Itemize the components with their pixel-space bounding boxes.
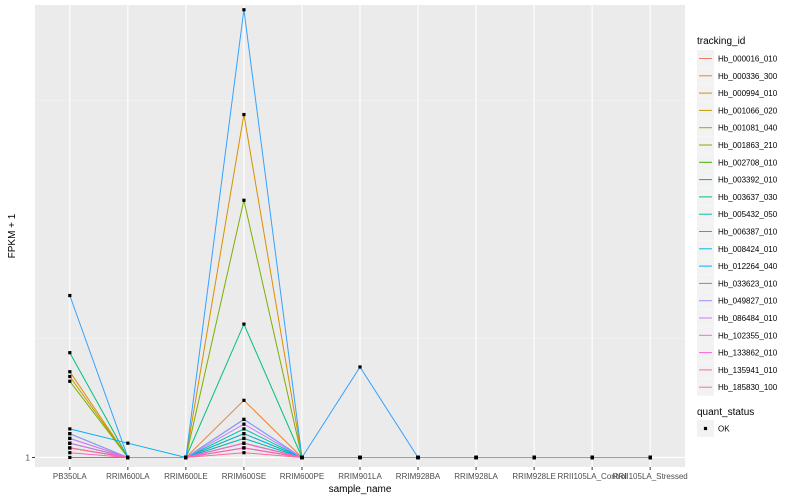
y-axis: 1 (26, 453, 35, 462)
status-legend: quant_status OK (697, 407, 754, 437)
x-tick-label: RRII105LA_Stressed (613, 472, 688, 481)
legend-label: Hb_001863_210 (718, 141, 778, 150)
data-point (68, 436, 72, 441)
x-tick-label: RRIM600SE (222, 472, 266, 481)
data-point (68, 293, 72, 298)
y-axis-title: FPKM + 1 (7, 213, 18, 258)
legend-label: Hb_033623_010 (718, 279, 778, 288)
status-legend-label: OK (718, 425, 730, 434)
data-point (126, 441, 130, 445)
legend-label: Hb_001066_020 (718, 106, 778, 115)
legend-label: Hb_008424_010 (718, 245, 778, 254)
legend-label: Hb_102355_010 (718, 331, 778, 340)
legend-label: Hb_086484_010 (718, 314, 778, 323)
y-tick-label: 1 (26, 453, 31, 462)
data-point (242, 446, 246, 450)
data-point (242, 441, 246, 445)
legend-label: Hb_012264_040 (718, 262, 778, 271)
data-point (590, 455, 594, 460)
data-point (126, 455, 130, 460)
data-point (242, 112, 246, 117)
legend: tracking_id Hb_000016_010 Hb_000336_300 Hb… (697, 36, 778, 396)
data-point (68, 446, 72, 450)
x-tick-label: RRIM600PE (280, 472, 324, 481)
data-point (532, 455, 536, 460)
data-point (242, 432, 246, 436)
data-point (68, 455, 72, 460)
legend-label: Hb_135941_010 (718, 366, 778, 375)
legend-label: Hb_000336_300 (718, 72, 778, 81)
data-point (242, 417, 246, 421)
legend-label: Hb_003392_010 (718, 176, 778, 185)
data-point (68, 351, 72, 355)
data-point (648, 455, 652, 460)
x-tick-label: PB350LA (53, 472, 87, 481)
data-point (242, 198, 246, 202)
legend-label: Hb_005432_050 (718, 210, 778, 219)
data-point (242, 322, 246, 326)
x-tick-label: RRIM928BA (396, 472, 441, 481)
data-point (474, 455, 478, 460)
data-point (358, 455, 362, 460)
data-point (242, 436, 246, 441)
status-legend-swatch (703, 426, 708, 431)
legend-label: Hb_003637_030 (718, 193, 778, 202)
data-point (242, 422, 246, 426)
data-point (68, 379, 72, 383)
data-point (358, 365, 362, 369)
x-axis-title: sample_name (329, 484, 392, 495)
data-point (68, 441, 72, 445)
data-point (68, 451, 72, 455)
x-tick-label: RRIM600LE (164, 472, 208, 481)
legend-title: tracking_id (697, 36, 745, 47)
data-point (68, 370, 72, 374)
legend-label: Hb_049827_010 (718, 297, 778, 306)
data-point (68, 427, 72, 431)
data-point (242, 398, 246, 402)
data-point (68, 374, 72, 379)
legend-label: Hb_185830_100 (718, 383, 778, 392)
data-point (416, 455, 420, 460)
x-axis: PB350LA RRIM600LA RRIM600LE RRIM600SE RRIM60… (53, 467, 688, 481)
x-tick-label: RRIM928LA (454, 472, 498, 481)
x-tick-label: RRIM928LE (512, 472, 556, 481)
legend-label: Hb_000016_010 (718, 55, 778, 64)
series-points (68, 8, 652, 460)
legend-label: Hb_006387_010 (718, 228, 778, 237)
legend-label: Hb_001081_040 (718, 124, 778, 133)
data-point (242, 8, 246, 12)
data-point (242, 451, 246, 455)
x-tick-label: RRII105LA_Control (557, 472, 627, 481)
legend-label: Hb_000994_010 (718, 89, 778, 98)
x-tick-label: RRIM600LA (106, 472, 150, 481)
status-legend-title: quant_status (697, 407, 754, 418)
legend-label: Hb_002708_010 (718, 158, 778, 167)
x-tick-label: RRIM901LA (338, 472, 382, 481)
data-point (184, 455, 188, 460)
data-point (300, 455, 304, 460)
data-point (68, 432, 72, 436)
legend-label: Hb_133862_010 (718, 349, 778, 358)
data-point (242, 427, 246, 431)
